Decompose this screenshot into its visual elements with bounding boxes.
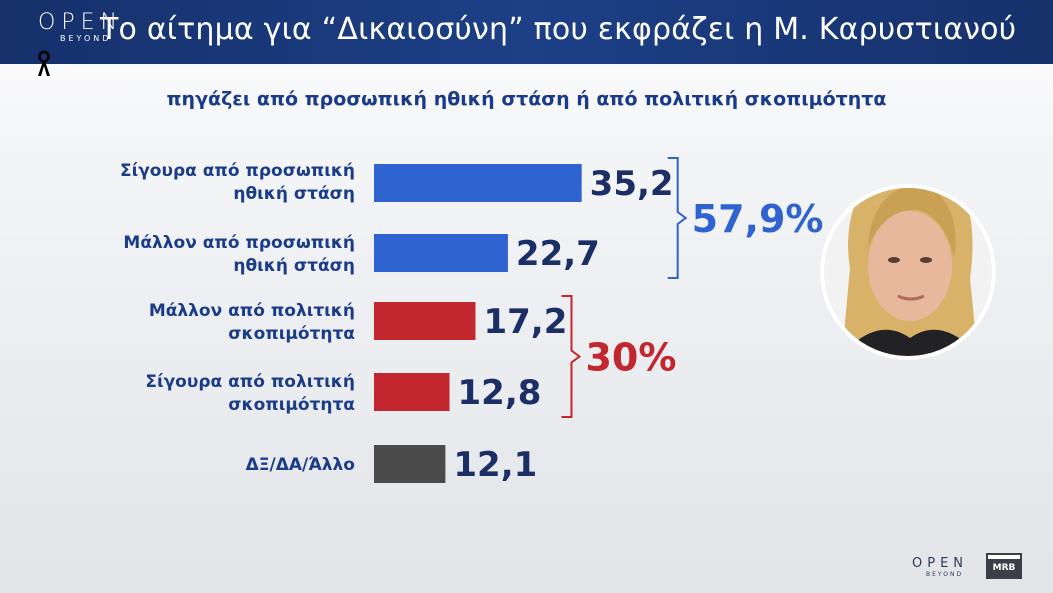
mrb-logo-mark: [986, 553, 1022, 561]
category-label-line: Σίγουρα από προσωπική: [119, 161, 355, 181]
bar-value-label: 12,1: [453, 445, 537, 485]
category-label: Μάλλον από προσωπική ηθική στάση: [123, 232, 355, 278]
logo-word: OPEN: [38, 10, 123, 35]
category-label: ΔΞ/ΔΑ/Άλλο: [246, 454, 355, 477]
category-label-line: ηθική στάση: [233, 256, 355, 276]
bar: [374, 234, 508, 272]
bar-value-label: 17,2: [483, 302, 567, 342]
mrb-logo: MRB: [986, 553, 1022, 579]
category-label-line: Μάλλον από προσωπική: [123, 233, 355, 253]
bar: [374, 445, 446, 483]
bar: [374, 302, 476, 340]
chart-subtitle: πηγάζει από προσωπική ηθική στάση ή από …: [166, 88, 887, 110]
person-photo: [820, 184, 996, 360]
group-bracket: [561, 295, 582, 418]
bar-value-label: 12,8: [458, 373, 542, 413]
category-label-line: Σίγουρα από πολιτική: [145, 372, 355, 392]
mrb-logo-text: MRB: [992, 563, 1016, 573]
bar: [374, 164, 582, 202]
category-label: Σίγουρα από πολιτική σκοπιμότητα: [145, 371, 355, 417]
category-label-line: ΔΞ/ΔΑ/Άλλο: [245, 455, 355, 475]
category-label: Σίγουρα από προσωπική ηθική στάση: [120, 160, 355, 206]
logo-sub: BEYOND: [60, 34, 112, 43]
footer-logo-word: OPEN: [912, 556, 969, 571]
category-label-line: ηθική στάση: [233, 184, 355, 204]
group-total-label: 30%: [585, 336, 676, 380]
channel-logo: OPEN BEYOND: [38, 12, 123, 44]
group-bracket: [667, 157, 688, 279]
category-label-line: Μάλλον από πολιτική: [148, 301, 355, 321]
bar: [374, 373, 450, 411]
mourning-ribbon-icon: [38, 50, 50, 76]
page-title: Το αίτημα για “Δικαιοσύνη” που εκφράζει …: [100, 12, 1017, 47]
bar-value-label: 35,2: [590, 164, 674, 204]
category-label-line: σκοπιμότητα: [228, 395, 355, 415]
header-bar: OPEN BEYOND Το αίτημα για “Δικαιοσύνη” π…: [0, 0, 1053, 64]
category-label-line: σκοπιμότητα: [228, 324, 355, 344]
bar-value-label: 22,7: [516, 234, 600, 274]
footer-logo: OPEN BEYOND: [912, 556, 968, 578]
group-total-label: 57,9%: [692, 197, 824, 241]
footer-logo-sub: BEYOND: [926, 571, 964, 578]
category-label: Μάλλον από πολιτική σκοπιμότητα: [149, 300, 355, 346]
